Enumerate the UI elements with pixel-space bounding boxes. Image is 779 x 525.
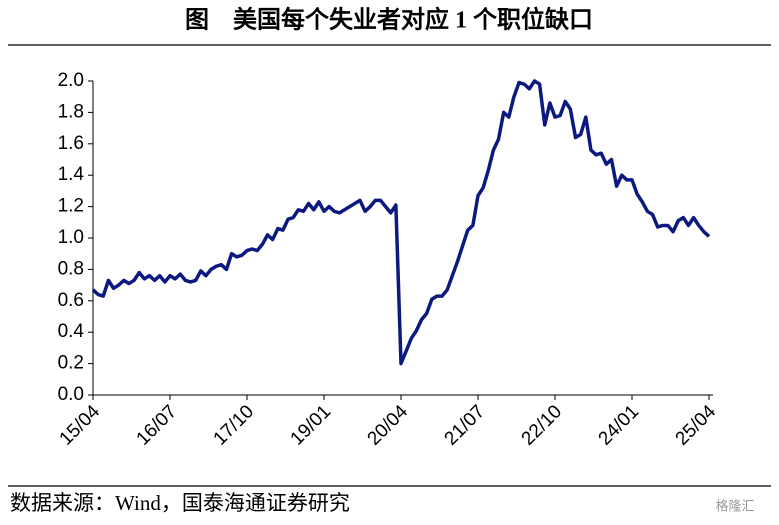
x-tick-label: 15/04: [56, 401, 105, 450]
x-tick-label: 25/04: [672, 401, 721, 450]
x-tick-label: 19/01: [287, 401, 335, 449]
x-tick-label: 21/07: [441, 401, 489, 449]
y-tick-label: 0.6: [58, 290, 84, 311]
x-tick-label: 17/10: [210, 401, 258, 449]
y-tick-label: 2.0: [58, 70, 84, 91]
x-tick-label: 24/01: [595, 401, 643, 449]
x-tick-label: 22/10: [518, 401, 566, 449]
y-tick-label: 0.4: [58, 321, 85, 342]
y-tick-label: 1.4: [58, 164, 85, 185]
y-tick-label: 1.0: [58, 227, 84, 248]
data-line: [91, 79, 711, 366]
y-tick-label: 1.6: [58, 133, 84, 154]
chart-title: 图 美国每个失业者对应 1 个职位缺口: [185, 6, 593, 34]
source-note: 数据来源：Wind，国泰海通证券研究: [10, 491, 350, 515]
y-tick-label: 0.8: [58, 258, 84, 279]
y-tick-label: 1.2: [58, 196, 84, 217]
x-tick-label: 20/04: [364, 401, 413, 450]
y-tick-label: 0.2: [58, 353, 84, 374]
y-tick-label: 1.8: [58, 101, 84, 122]
watermark: 格隆汇: [715, 498, 754, 513]
x-tick-label: 16/07: [133, 401, 181, 449]
y-tick-label: 0.0: [58, 384, 84, 405]
